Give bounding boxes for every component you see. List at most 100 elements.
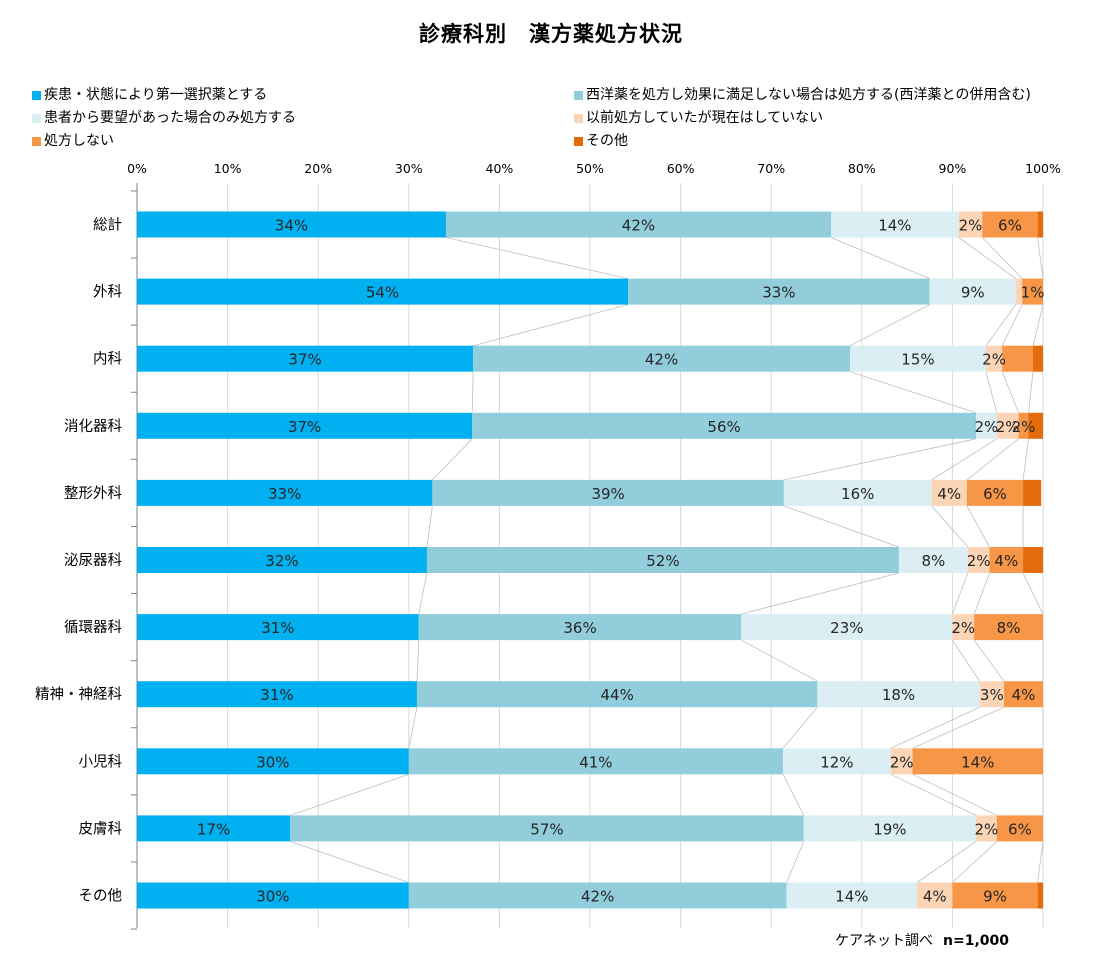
bar-segment bbox=[985, 345, 1003, 372]
data-label: 2% bbox=[1012, 418, 1036, 436]
bar-segment bbox=[1033, 345, 1043, 372]
series-connector-line bbox=[912, 773, 997, 816]
data-label: 12% bbox=[820, 753, 853, 771]
data-label: 8% bbox=[921, 552, 945, 570]
data-label: 17% bbox=[197, 820, 230, 838]
x-tick-label: 40% bbox=[486, 161, 514, 176]
series-connector-line bbox=[783, 505, 900, 548]
legend-item-on-request: 患者から要望があった場合のみ処方する bbox=[32, 109, 296, 127]
bar-segment bbox=[817, 681, 980, 708]
bar-segment bbox=[830, 211, 959, 238]
series-connector-line bbox=[432, 438, 473, 481]
legend-item-not-prescribe: 処方しない bbox=[32, 132, 114, 150]
series-connector-line bbox=[973, 572, 990, 615]
series-connector-line bbox=[471, 371, 474, 413]
series-connector-line bbox=[289, 773, 409, 816]
bar-segment bbox=[966, 479, 1024, 506]
series-connector-line bbox=[890, 706, 980, 749]
bar-segment bbox=[1002, 345, 1034, 372]
series-connector-line bbox=[890, 773, 977, 816]
series-connector-line bbox=[952, 841, 998, 883]
series-connector-line bbox=[418, 572, 428, 615]
data-label: 2% bbox=[890, 753, 914, 771]
bar-segment bbox=[979, 681, 1005, 708]
bar-segment bbox=[912, 748, 1043, 775]
category-label: 皮膚科 bbox=[79, 820, 123, 837]
bar-segment bbox=[929, 278, 1016, 305]
x-tick-label: 10% bbox=[214, 161, 242, 176]
bar-segment bbox=[975, 815, 997, 842]
bar-segment bbox=[974, 614, 1043, 641]
bar-segment bbox=[473, 345, 851, 372]
x-tick-label: 60% bbox=[667, 161, 695, 176]
series-connector-line bbox=[1032, 304, 1044, 346]
bar-segment bbox=[989, 547, 1024, 573]
data-label: 31% bbox=[260, 686, 293, 704]
series-connector-line bbox=[931, 438, 998, 481]
category-label: 小児科 bbox=[79, 753, 123, 770]
data-label: 34% bbox=[275, 217, 308, 235]
data-label: 2% bbox=[974, 418, 998, 436]
bar-segment bbox=[137, 479, 433, 506]
series-connector-line bbox=[1001, 371, 1019, 413]
bar-segment bbox=[418, 614, 742, 641]
data-label: 37% bbox=[288, 418, 321, 436]
bar-segment bbox=[982, 211, 1038, 238]
data-label: 14% bbox=[961, 753, 994, 771]
bar-segment bbox=[1023, 479, 1042, 506]
category-label: 総計 bbox=[93, 217, 122, 234]
chart-title: 診療科別 漢方薬処方状況 bbox=[419, 22, 683, 46]
data-label: 30% bbox=[256, 753, 289, 771]
series-connector-line bbox=[741, 639, 818, 682]
data-label: 2% bbox=[974, 820, 998, 838]
data-label: 14% bbox=[878, 217, 911, 235]
series-connector-line bbox=[786, 841, 805, 883]
legend-label-on-request: 患者から要望があった場合のみ処方する bbox=[44, 110, 296, 126]
series-connector-line bbox=[931, 505, 969, 548]
bar-segment bbox=[416, 681, 818, 708]
series-connector-line bbox=[408, 707, 418, 749]
data-label: 9% bbox=[961, 284, 985, 302]
data-label: 8% bbox=[997, 619, 1021, 637]
category-label: 内科 bbox=[93, 351, 122, 368]
series-connector-line bbox=[830, 237, 930, 279]
data-label: 16% bbox=[841, 485, 874, 503]
series-connector-line bbox=[952, 639, 980, 682]
data-label: 32% bbox=[265, 552, 298, 570]
x-tick-label: 20% bbox=[304, 161, 332, 176]
legend-swatch-first-choice bbox=[32, 91, 41, 100]
series-connector-line bbox=[849, 304, 930, 347]
bar-segment bbox=[996, 412, 1019, 439]
x-tick-label: 0% bbox=[127, 161, 147, 176]
bar-segment bbox=[137, 547, 427, 573]
series-connector-line bbox=[782, 706, 818, 749]
category-label: その他 bbox=[79, 888, 123, 905]
bar-segment bbox=[952, 882, 1038, 909]
bar-segment bbox=[1018, 412, 1029, 439]
bar-segment bbox=[1037, 882, 1043, 909]
bar-segment bbox=[290, 815, 804, 842]
data-label: 3% bbox=[980, 686, 1004, 704]
data-label: 6% bbox=[998, 217, 1022, 235]
legend-label-other: その他 bbox=[586, 133, 628, 149]
data-label: 2% bbox=[967, 552, 991, 570]
bar-segment bbox=[408, 748, 783, 775]
data-label: 4% bbox=[994, 552, 1018, 570]
data-label: 4% bbox=[923, 888, 947, 906]
series-connector-line bbox=[966, 505, 990, 548]
data-label: 42% bbox=[622, 217, 655, 235]
x-tick-label: 100% bbox=[1025, 161, 1061, 176]
bar-segment bbox=[975, 412, 997, 439]
data-label: 42% bbox=[645, 351, 678, 369]
series-connector-line bbox=[966, 438, 1019, 481]
series-connector-line bbox=[426, 505, 433, 548]
data-label: 4% bbox=[1012, 686, 1036, 704]
bar-segment bbox=[1015, 278, 1023, 305]
legend-item-first-choice: 疾患・状態により第一選択薬とする bbox=[32, 86, 267, 104]
legend-label-first-choice: 疾患・状態により第一選択薬とする bbox=[44, 87, 268, 103]
data-label: 18% bbox=[882, 686, 915, 704]
data-label: 39% bbox=[591, 485, 624, 503]
legend-swatch-not-prescribe bbox=[32, 137, 41, 146]
bar-segment bbox=[432, 479, 784, 506]
sample-size-label: n=1,000 bbox=[943, 933, 1009, 949]
